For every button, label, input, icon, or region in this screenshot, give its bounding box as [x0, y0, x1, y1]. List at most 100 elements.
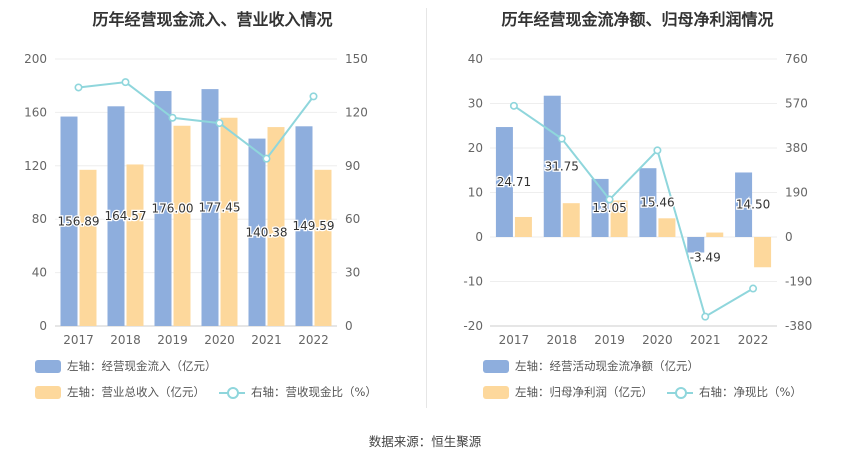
- legend-swatch-orange: [483, 385, 509, 399]
- x-axis-tick-label: 2019: [157, 333, 188, 347]
- bar-primary: [295, 126, 313, 326]
- legend-item-revenue[interactable]: 左轴：营业总收入（亿元）: [35, 384, 205, 400]
- bar-data-label: 140.38: [246, 225, 288, 239]
- line-point: [215, 119, 224, 128]
- bar-data-label: 177.45: [199, 201, 241, 215]
- chart-plot-cashflow-revenue: 0 0 40 30 80 60 120 90 160 120 200 150 2017 2018 2019 2…: [24, 52, 368, 347]
- chart-title: 历年经营现金流净额、归母净利润情况: [501, 10, 774, 29]
- bar-secondary: [658, 218, 676, 237]
- bar-primary: [60, 116, 78, 326]
- bar-secondary: [610, 200, 628, 237]
- legend-row-1: 左轴：经营活动现金流净额（亿元）: [483, 358, 713, 374]
- right-axis-tick-label: 0: [785, 230, 793, 244]
- legend-label: 左轴：归母净利润（亿元）: [515, 385, 653, 399]
- legend-label: 右轴：净现比（%）: [699, 385, 802, 399]
- bar-secondary: [754, 237, 772, 268]
- bar-secondary: [173, 125, 191, 326]
- legend-item-net-cash-flow[interactable]: 左轴：经营活动现金流净额（亿元）: [483, 358, 699, 374]
- x-axis-tick-label: 2021: [690, 333, 721, 347]
- left-axis-tick-label: 10: [468, 186, 483, 200]
- chart-title: 历年经营现金流入、营业收入情况: [92, 10, 333, 29]
- bar-secondary: [79, 169, 97, 326]
- line-point: [74, 83, 83, 92]
- bar-secondary: [314, 169, 332, 326]
- bar-data-label: 156.89: [58, 214, 100, 228]
- bar-secondary: [562, 203, 580, 237]
- x-axis-tick-label: 2018: [110, 333, 141, 347]
- left-axis-tick-label: 200: [24, 52, 47, 66]
- right-axis-tick-label: 760: [785, 52, 808, 66]
- bar-primary: [201, 89, 219, 326]
- legend-label: 左轴：经营现金流入（亿元）: [67, 359, 217, 373]
- x-axis-tick-label: 2017: [63, 333, 94, 347]
- line-point: [509, 101, 518, 110]
- bar-data-label: 176.00: [152, 202, 194, 216]
- line-point: [121, 78, 130, 87]
- legend-swatch-blue: [483, 359, 509, 373]
- left-axis-tick-label: 40: [468, 52, 483, 66]
- x-axis-tick-label: 2017: [499, 333, 530, 347]
- series-line: [78, 81, 315, 161]
- legend-item-net-cash-ratio[interactable]: 右轴：净现比（%）: [667, 384, 802, 400]
- left-axis-tick-label: 30: [468, 97, 483, 111]
- bar-data-label: 24.71: [497, 175, 531, 189]
- legend-swatch-line: [667, 386, 693, 399]
- right-axis-tick-label: 90: [345, 159, 360, 173]
- line-point: [168, 113, 177, 122]
- right-axis-tick-label: 380: [785, 141, 808, 155]
- legend-swatch-blue: [35, 359, 61, 373]
- right-axis-tick-label: 150: [345, 52, 368, 66]
- legend-item-revenue-cash-ratio[interactable]: 右轴：营收现金比（%）: [219, 384, 377, 400]
- line-point: [749, 284, 758, 293]
- left-axis-tick-label: 160: [24, 105, 47, 119]
- bar-primary: [154, 91, 172, 326]
- left-axis-tick-label: -10: [463, 275, 483, 289]
- data-source-note: 数据来源：恒生聚源: [368, 434, 482, 449]
- panel-divider: [426, 8, 427, 408]
- right-axis-tick-label: 570: [785, 97, 808, 111]
- right-axis-tick-label: 30: [345, 266, 360, 280]
- x-axis-tick-label: 2020: [642, 333, 673, 347]
- bar-data-label: 31.75: [545, 159, 579, 173]
- bar-primary: [107, 106, 125, 327]
- bar-data-label: 164.57: [105, 209, 147, 223]
- bar-secondary: [267, 127, 285, 327]
- left-axis-tick-label: 20: [468, 141, 483, 155]
- bar-primary: [495, 127, 513, 237]
- left-axis-tick-label: 0: [39, 319, 47, 333]
- right-axis-tick-label: 60: [345, 212, 360, 226]
- x-axis-tick-label: 2022: [738, 333, 769, 347]
- legend-label: 左轴：营业总收入（亿元）: [67, 385, 205, 399]
- series-line: [513, 105, 754, 319]
- x-axis-tick-label: 2018: [546, 333, 577, 347]
- line-point: [605, 195, 614, 204]
- left-axis-tick-label: 0: [475, 230, 483, 244]
- legend-label: 右轴：营收现金比（%）: [251, 385, 377, 399]
- x-axis-tick-label: 2021: [251, 333, 282, 347]
- bar-primary: [639, 168, 657, 237]
- bar-secondary: [126, 164, 144, 326]
- bar-data-label: 15.46: [640, 196, 674, 210]
- legend-swatch-line: [219, 386, 245, 399]
- legend-row-2: 左轴：归母净利润（亿元） 右轴：净现比（%）: [483, 384, 816, 400]
- left-axis-tick-label: 80: [32, 212, 47, 226]
- bar-data-label: 13.05: [592, 201, 626, 215]
- legend-row-2: 左轴：营业总收入（亿元） 右轴：营收现金比（%）: [35, 384, 391, 400]
- right-axis-tick-label: 120: [345, 105, 368, 119]
- line-point: [557, 134, 566, 143]
- left-axis-tick-label: 120: [24, 159, 47, 173]
- x-axis-tick-label: 2022: [298, 333, 329, 347]
- chart-plot-netcash-profit: -20 -380 -10 -190 0 0 10 190 20 380 30 570 40 760 2017…: [463, 52, 812, 347]
- chart-panel-cashflow-revenue: 历年经营现金流入、营业收入情况 0 0 40 30 80 60 120 90 160 120 200…: [0, 0, 425, 410]
- legend-item-net-profit[interactable]: 左轴：归母净利润（亿元）: [483, 384, 653, 400]
- legend-row-1: 左轴：经营现金流入（亿元）: [35, 358, 231, 374]
- bar-secondary: [706, 232, 724, 237]
- line-point: [701, 312, 710, 321]
- legend-swatch-orange: [35, 385, 61, 399]
- x-axis-tick-label: 2020: [204, 333, 235, 347]
- bar-secondary: [220, 117, 238, 327]
- legend-label: 左轴：经营活动现金流净额（亿元）: [515, 359, 699, 373]
- legend-item-cash-inflow[interactable]: 左轴：经营现金流入（亿元）: [35, 358, 217, 374]
- line-point: [309, 92, 318, 101]
- right-axis-tick-label: -380: [785, 319, 812, 333]
